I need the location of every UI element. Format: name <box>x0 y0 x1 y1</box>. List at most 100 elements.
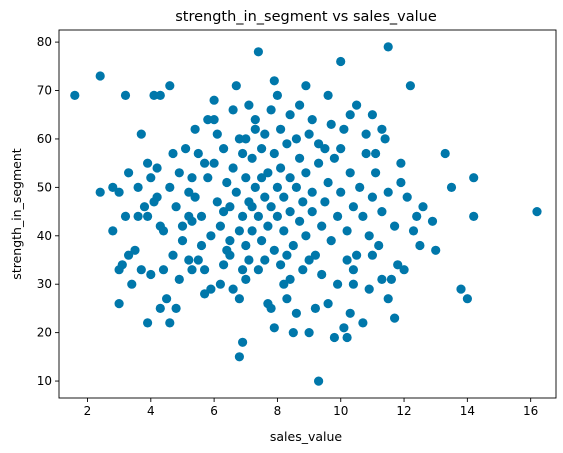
data-point <box>393 260 403 270</box>
data-point <box>215 221 225 231</box>
data-point <box>348 279 358 289</box>
data-point <box>348 265 358 275</box>
data-point <box>143 211 153 221</box>
data-point <box>177 236 188 246</box>
data-point <box>244 197 254 207</box>
data-point <box>307 187 317 197</box>
data-point <box>402 192 412 202</box>
data-point <box>260 192 270 202</box>
data-point <box>266 303 276 313</box>
data-point <box>250 182 260 192</box>
data-point <box>374 240 384 251</box>
data-point <box>364 231 374 241</box>
data-point <box>260 255 270 265</box>
data-point <box>120 90 131 100</box>
data-point <box>212 197 222 207</box>
data-point <box>241 173 251 183</box>
data-point <box>225 236 235 246</box>
data-point <box>371 168 381 178</box>
data-point <box>326 236 336 246</box>
data-point <box>209 115 219 125</box>
data-point <box>269 148 279 159</box>
y-tick-label: 80 <box>37 35 52 49</box>
data-point <box>187 173 197 183</box>
data-point <box>120 211 131 221</box>
data-point <box>171 202 181 212</box>
x-axis-label: sales_value <box>270 429 343 444</box>
data-point <box>133 182 143 192</box>
data-point <box>168 250 178 260</box>
x-tick-label: 8 <box>274 404 282 418</box>
x-tick-label: 2 <box>84 404 92 418</box>
data-point <box>108 182 118 192</box>
data-point <box>193 148 203 159</box>
data-point <box>301 81 311 91</box>
data-point <box>234 226 244 236</box>
data-point <box>364 284 374 294</box>
data-point <box>307 115 317 125</box>
data-point <box>70 90 80 100</box>
data-point <box>247 226 257 236</box>
data-point <box>228 105 238 115</box>
data-point <box>241 274 251 284</box>
y-axis-label: strength_in_segment <box>9 148 24 279</box>
data-point <box>260 129 270 139</box>
data-point <box>269 76 279 86</box>
data-point <box>219 260 229 270</box>
data-point <box>152 163 162 173</box>
data-point <box>336 56 346 67</box>
data-point <box>231 187 241 197</box>
data-point <box>250 115 260 125</box>
data-point <box>228 284 238 294</box>
x-tick-label: 16 <box>523 404 538 418</box>
data-point <box>184 211 194 221</box>
data-point <box>263 221 273 231</box>
data-point <box>310 250 320 260</box>
data-point <box>114 187 124 197</box>
data-point <box>222 245 232 255</box>
data-point <box>168 148 178 159</box>
data-point <box>219 144 229 154</box>
data-point <box>396 177 406 188</box>
data-point <box>298 265 308 275</box>
data-point <box>158 265 169 275</box>
data-point <box>257 236 267 246</box>
data-point <box>323 90 333 100</box>
data-point <box>241 240 251 251</box>
data-point <box>276 260 286 270</box>
data-point <box>184 187 194 197</box>
data-point <box>215 279 225 289</box>
points-layer <box>70 42 542 386</box>
data-point <box>295 100 305 110</box>
data-point <box>295 153 305 163</box>
data-point <box>288 240 298 251</box>
data-point <box>114 299 124 309</box>
data-point <box>371 148 381 159</box>
data-point <box>333 211 343 221</box>
x-axis: 2 4 6 8 10 12 14 16 <box>84 398 538 418</box>
data-point <box>418 202 428 212</box>
x-tick-label: 12 <box>396 404 411 418</box>
x-tick-label: 6 <box>210 404 218 418</box>
data-point <box>250 124 260 134</box>
y-axis: 10 20 30 40 50 60 70 80 <box>37 35 59 388</box>
data-point <box>238 211 248 221</box>
data-point <box>212 129 222 139</box>
data-point <box>462 294 472 304</box>
data-point <box>358 211 368 221</box>
data-point <box>320 197 330 207</box>
data-point <box>209 158 219 168</box>
data-point <box>383 187 393 197</box>
data-point <box>383 294 393 304</box>
data-point <box>155 303 165 313</box>
data-point <box>285 110 295 120</box>
data-point <box>165 318 175 328</box>
data-point <box>469 211 479 221</box>
data-point <box>234 294 244 304</box>
data-point <box>310 303 320 313</box>
data-point <box>269 323 279 333</box>
data-point <box>200 158 210 168</box>
data-point <box>285 274 295 284</box>
x-tick-label: 10 <box>333 404 348 418</box>
data-point <box>314 376 324 386</box>
